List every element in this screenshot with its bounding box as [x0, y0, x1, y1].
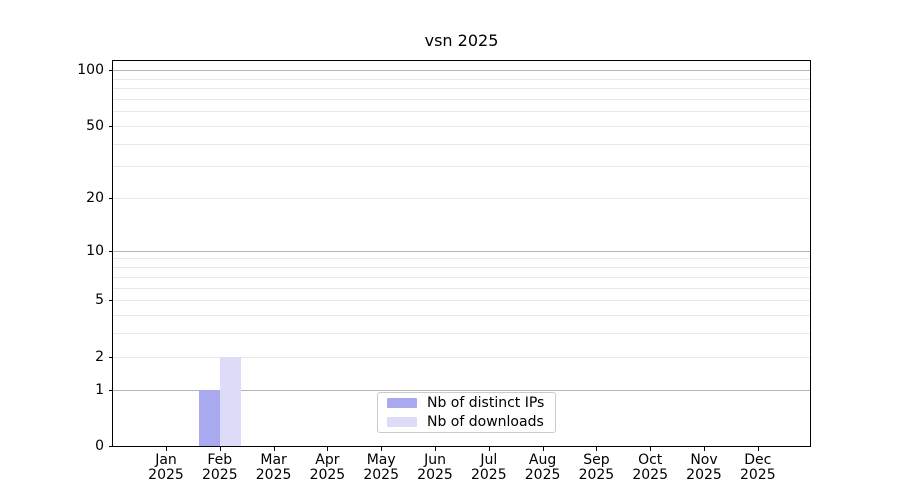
- y-tick-mark: [109, 125, 113, 127]
- distinct-ips-swatch: [387, 398, 417, 408]
- legend-label-distinct-ips: Nb of distinct IPs: [427, 395, 545, 411]
- gridline-minor: [113, 258, 810, 260]
- gridline-minor: [113, 356, 810, 358]
- gridline-minor: [113, 166, 810, 168]
- gridline-minor: [113, 78, 810, 80]
- x-tick-mark: [596, 447, 598, 451]
- y-tick-mark: [109, 198, 113, 200]
- y-tick-label: 10: [86, 242, 104, 259]
- legend-item-downloads: Nb of downloads: [378, 413, 555, 432]
- gridline-minor: [113, 276, 810, 278]
- y-tick-label: 20: [86, 190, 104, 207]
- x-tick-mark: [757, 447, 759, 451]
- y-tick-label: 50: [86, 117, 104, 134]
- y-tick-mark: [109, 250, 113, 252]
- x-tick-mark: [542, 447, 544, 451]
- x-tick-mark: [327, 447, 329, 451]
- x-tick-mark: [435, 447, 436, 451]
- gridline-minor: [113, 333, 810, 335]
- x-tick-label: Nov 2025: [686, 452, 722, 483]
- x-tick-label: May 2025: [363, 452, 399, 483]
- gridline-minor: [113, 198, 810, 200]
- x-tick-mark: [704, 447, 705, 451]
- y-tick-label: 1: [95, 381, 104, 398]
- legend: Nb of distinct IPs Nb of downloads: [377, 392, 556, 433]
- y-tick-label: 0: [95, 438, 104, 454]
- gridline-major: [113, 389, 810, 391]
- chart-title: vsn 2025: [424, 31, 499, 50]
- gridline-minor: [113, 287, 810, 289]
- gridline-minor: [113, 98, 810, 100]
- x-tick-label: Jan 2025: [148, 452, 184, 483]
- y-tick-mark: [109, 300, 113, 302]
- downloads-swatch: [387, 417, 417, 427]
- x-tick-label: Jun 2025: [417, 452, 453, 483]
- gridline-minor: [113, 143, 810, 145]
- y-tick-label: 5: [95, 292, 104, 309]
- x-tick-mark: [650, 447, 652, 451]
- x-tick-mark: [273, 447, 275, 451]
- x-tick-label: Dec 2025: [739, 452, 776, 483]
- gridline-major: [113, 70, 810, 72]
- legend-item-distinct-ips: Nb of distinct IPs: [378, 394, 555, 413]
- y-tick-mark: [109, 389, 113, 391]
- x-tick-label: Jul 2025: [470, 452, 507, 483]
- x-tick-label: Sep 2025: [578, 452, 615, 483]
- x-tick-mark: [381, 447, 383, 451]
- x-tick-label: Aug 2025: [524, 452, 561, 483]
- bar-nb-of-downloads: [219, 356, 241, 446]
- gridline-minor: [113, 88, 810, 90]
- y-tick-label: 100: [77, 62, 104, 79]
- y-tick-mark: [109, 70, 113, 72]
- y-tick-mark: [109, 356, 113, 358]
- plot-area: [112, 60, 811, 447]
- y-tick-label: 2: [95, 348, 104, 365]
- x-tick-label: Mar 2025: [255, 452, 292, 483]
- gridline-minor: [113, 300, 810, 302]
- bar-nb-of-distinct-ips: [198, 389, 220, 446]
- x-tick-label: Apr 2025: [309, 452, 346, 483]
- gridline-minor: [113, 314, 810, 316]
- gridline-minor: [113, 125, 810, 127]
- x-tick-mark: [488, 447, 490, 451]
- x-tick-label: Oct 2025: [632, 452, 668, 483]
- y-tick-mark: [109, 446, 113, 447]
- gridline-minor: [113, 267, 810, 269]
- gridline-major: [113, 250, 810, 252]
- x-tick-label: Feb 2025: [201, 452, 238, 483]
- gridline-minor: [113, 111, 810, 113]
- x-tick-mark: [166, 447, 167, 451]
- legend-label-downloads: Nb of downloads: [427, 414, 544, 430]
- x-tick-mark: [219, 447, 221, 451]
